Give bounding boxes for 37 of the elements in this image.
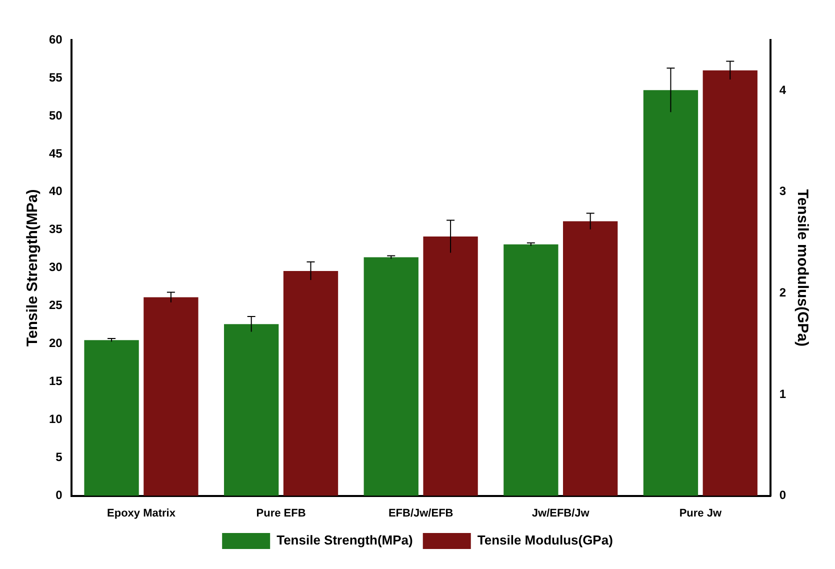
bar bbox=[643, 90, 698, 496]
y-tick-label: 0 bbox=[56, 488, 63, 502]
bar bbox=[702, 70, 758, 496]
y-tick-label: 15 bbox=[48, 374, 63, 388]
legend-label: Tensile Strength(MPa) bbox=[276, 532, 413, 548]
y2-tick-label: 2 bbox=[779, 286, 786, 300]
y-tick-label: 5 bbox=[56, 450, 63, 464]
bar bbox=[224, 324, 279, 496]
bar bbox=[84, 340, 139, 496]
x-tick-label: Jw/EFB/Jw bbox=[532, 507, 590, 520]
y-tick-label: 30 bbox=[48, 260, 63, 274]
y-tick-label: 45 bbox=[48, 146, 63, 160]
y-tick-label: 50 bbox=[48, 108, 63, 122]
bar bbox=[423, 236, 478, 496]
y-tick-label: 35 bbox=[48, 222, 63, 236]
y-axis-title: Tensile Strength(MPa) bbox=[24, 189, 42, 347]
x-tick-label: Pure Jw bbox=[679, 507, 722, 520]
y-tick-label: 60 bbox=[48, 32, 63, 46]
x-tick-label: Epoxy Matrix bbox=[107, 507, 176, 520]
bar bbox=[144, 297, 198, 496]
bar bbox=[364, 257, 418, 496]
y-tick-label: 25 bbox=[48, 298, 63, 312]
y-tick-label: 20 bbox=[48, 336, 63, 350]
y2-tick-label: 3 bbox=[779, 184, 786, 198]
y2-tick-label: 1 bbox=[779, 386, 786, 401]
y-tick-label: 55 bbox=[48, 70, 63, 84]
y-tick-label: 40 bbox=[48, 184, 63, 198]
y2-tick-label: 0 bbox=[779, 488, 786, 502]
x-tick-label: Pure EFB bbox=[256, 507, 306, 520]
x-tick-label: EFB/Jw/EFB bbox=[388, 507, 454, 520]
y2-tick-label: 4 bbox=[779, 82, 786, 97]
bar bbox=[504, 244, 558, 496]
bar bbox=[283, 270, 338, 496]
bar bbox=[563, 221, 618, 496]
y2-axis-title: Tensile modulus(GPa) bbox=[794, 189, 811, 347]
legend-label: Tensile Modulus(GPa) bbox=[477, 532, 613, 548]
y-tick-label: 10 bbox=[48, 412, 63, 426]
